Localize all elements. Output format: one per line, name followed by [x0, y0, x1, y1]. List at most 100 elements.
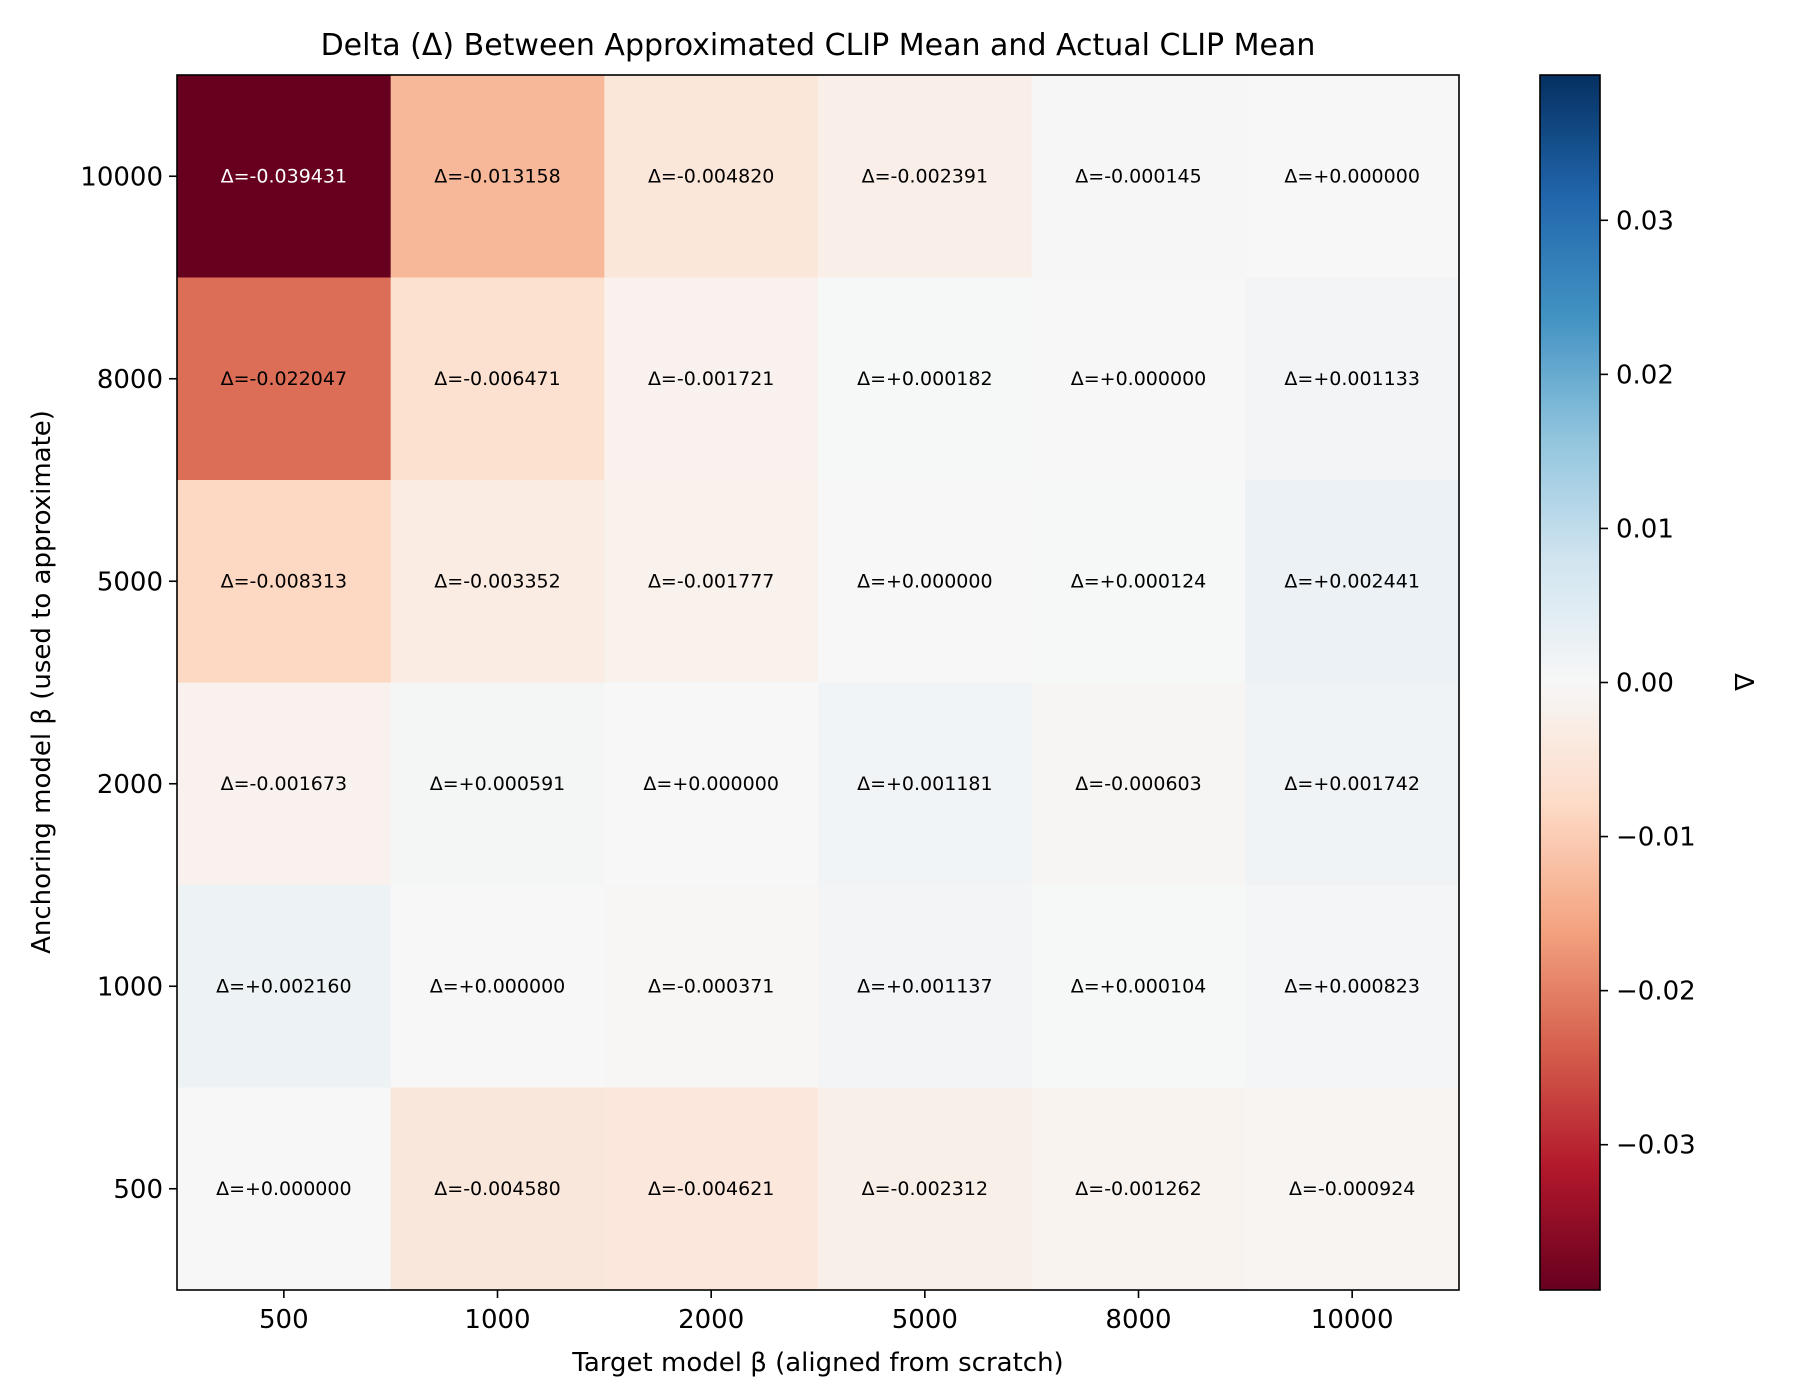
cell-label-r1-c3: Δ=+0.000182	[857, 368, 993, 390]
heatmap-cell-r4-c4	[1031, 885, 1246, 1088]
cell-label-r0-c2: Δ=-0.004820	[648, 165, 774, 187]
y-tick-label-2: 5000	[97, 567, 163, 597]
heatmap-cell-r5-c4	[1031, 1087, 1246, 1291]
cell-label-r0-c0: Δ=-0.039431	[221, 165, 347, 187]
x-axis-label: Target model β (aligned from scratch)	[571, 1348, 1063, 1378]
cell-label-r3-c4: Δ=-0.000603	[1075, 773, 1201, 795]
heatmap-cell-r0-c4	[1031, 75, 1246, 278]
y-tick-label-5: 500	[113, 1175, 163, 1205]
cell-label-r2-c4: Δ=+0.000124	[1071, 570, 1207, 592]
cell-label-r5-c3: Δ=-0.002312	[862, 1178, 988, 1200]
y-tick-label-3: 2000	[97, 770, 163, 800]
cell-label-r0-c1: Δ=-0.013158	[434, 165, 560, 187]
x-tick-label-3: 5000	[892, 1305, 958, 1335]
cell-label-r4-c0: Δ=+0.002160	[216, 975, 352, 997]
heatmap-cell-r0-c0	[177, 75, 392, 278]
cell-label-r3-c5: Δ=+0.001742	[1284, 773, 1420, 795]
heatmap-cell-r4-c1	[390, 885, 605, 1088]
heatmap-cell-r1-c2	[604, 277, 819, 481]
y-tick-label-0: 10000	[80, 162, 163, 192]
y-axis-label: Anchoring model β (used to approximate)	[27, 410, 57, 954]
cell-label-r2-c0: Δ=-0.008313	[221, 570, 347, 592]
x-tick-label-0: 500	[259, 1305, 309, 1335]
x-tick-label-1: 1000	[464, 1305, 530, 1335]
x-tick-label-5: 10000	[1311, 1305, 1394, 1335]
heatmap-cell-r3-c0	[177, 682, 392, 886]
heatmap-cell-r2-c1	[390, 480, 605, 683]
cell-label-r3-c1: Δ=+0.000591	[430, 773, 566, 795]
colorbar	[1539, 74, 1601, 1291]
heatmap-cell-r5-c3	[818, 1087, 1033, 1291]
cell-label-r5-c0: Δ=+0.000000	[216, 1178, 352, 1200]
x-tick-label-4: 8000	[1105, 1305, 1171, 1335]
heatmap-cell-r2-c4	[1031, 480, 1246, 683]
y-axis-ticks: 10000 8000 5000 2000 1000 500	[80, 162, 177, 1205]
colorbar-tick-label-2: 0.01	[1616, 514, 1674, 544]
cell-label-r3-c2: Δ=+0.000000	[643, 773, 779, 795]
heatmap-cell-r5-c0	[177, 1087, 392, 1291]
cell-label-r3-c3: Δ=+0.001181	[857, 773, 993, 795]
heatmap-cell-r3-c4	[1031, 682, 1246, 886]
cell-label-r0-c4: Δ=-0.000145	[1075, 165, 1201, 187]
chart-title: Delta (Δ) Between Approximated CLIP Mean…	[321, 28, 1316, 63]
cell-label-r2-c3: Δ=+0.000000	[857, 570, 993, 592]
heatmap-cell-r2-c2	[604, 480, 819, 683]
heatmap-cell-r2-c3	[818, 480, 1033, 683]
cell-label-r2-c1: Δ=-0.003352	[434, 570, 560, 592]
cell-label-r4-c2: Δ=-0.000371	[648, 975, 774, 997]
cell-label-r0-c3: Δ=-0.002391	[862, 165, 988, 187]
heatmap-cell-r4-c3	[818, 885, 1033, 1088]
cell-label-r1-c5: Δ=+0.001133	[1284, 368, 1420, 390]
heatmap-cell-r3-c5	[1245, 682, 1460, 886]
heatmap-cell-r1-c0	[177, 277, 392, 481]
heatmap-cells	[177, 75, 1460, 1291]
heatmap-cell-r1-c1	[390, 277, 605, 481]
heatmap-cell-r2-c0	[177, 480, 392, 683]
cell-label-r4-c1: Δ=+0.000000	[430, 975, 566, 997]
cell-label-r0-c5: Δ=+0.000000	[1284, 165, 1420, 187]
heatmap-cell-r1-c4	[1031, 277, 1246, 481]
cell-label-r2-c2: Δ=-0.001777	[648, 570, 774, 592]
colorbar-tick-label-1: 0.02	[1616, 360, 1674, 390]
heatmap-cell-r3-c3	[818, 682, 1033, 886]
colorbar-ticks: 0.03 0.02 0.01 0.00 −0.01 −0.02 −0.03	[1600, 206, 1696, 1161]
cell-label-r5-c1: Δ=-0.004580	[434, 1178, 560, 1200]
cell-label-r4-c5: Δ=+0.000823	[1284, 975, 1420, 997]
cell-label-r5-c4: Δ=-0.001262	[1075, 1178, 1201, 1200]
plot-frame	[176, 74, 1460, 1291]
cell-label-r5-c2: Δ=-0.004621	[648, 1178, 774, 1200]
cell-label-r1-c1: Δ=-0.006471	[434, 368, 560, 390]
heatmap-cell-r1-c5	[1245, 277, 1460, 481]
heatmap-cell-r0-c2	[604, 75, 819, 278]
cell-label-r4-c3: Δ=+0.001137	[857, 975, 993, 997]
x-tick-label-2: 2000	[678, 1305, 744, 1335]
cell-label-r1-c2: Δ=-0.001721	[648, 368, 774, 390]
cell-label-r1-c0: Δ=-0.022047	[221, 368, 347, 390]
colorbar-tick-label-3: 0.00	[1616, 669, 1674, 699]
heatmap-cell-r5-c2	[604, 1087, 819, 1291]
colorbar-tick-label-5: −0.02	[1616, 977, 1696, 1007]
heatmap-cell-r5-c1	[390, 1087, 605, 1291]
heatmap-cell-r1-c3	[818, 277, 1033, 481]
heatmap-cell-r5-c5	[1245, 1087, 1460, 1291]
cell-label-r3-c0: Δ=-0.001673	[221, 773, 347, 795]
heatmap-cell-r2-c5	[1245, 480, 1460, 683]
heatmap-cell-r0-c1	[390, 75, 605, 278]
heatmap-cell-r4-c5	[1245, 885, 1460, 1088]
colorbar-tick-label-0: 0.03	[1616, 206, 1674, 236]
y-tick-label-4: 1000	[97, 972, 163, 1002]
heatmap-cell-r3-c2	[604, 682, 819, 886]
colorbar-label: Δ	[1728, 673, 1758, 691]
heatmap-cell-labels: Δ=-0.039431 Δ=-0.013158 Δ=-0.004820 Δ=-0.00…	[216, 165, 1420, 1200]
cell-label-r5-c5: Δ=-0.000924	[1289, 1178, 1415, 1200]
cell-label-r4-c4: Δ=+0.000104	[1071, 975, 1207, 997]
heatmap-cell-r0-c5	[1245, 75, 1460, 278]
x-axis-ticks: 500 1000 2000 5000 8000 10000	[259, 1290, 1394, 1335]
y-tick-label-1: 8000	[97, 365, 163, 395]
heatmap-cell-r4-c0	[177, 885, 392, 1088]
colorbar-tick-label-4: −0.01	[1616, 823, 1696, 853]
cell-label-r1-c4: Δ=+0.000000	[1071, 368, 1207, 390]
heatmap-cell-r0-c3	[818, 75, 1033, 278]
heatmap-cell-r4-c2	[604, 885, 819, 1088]
